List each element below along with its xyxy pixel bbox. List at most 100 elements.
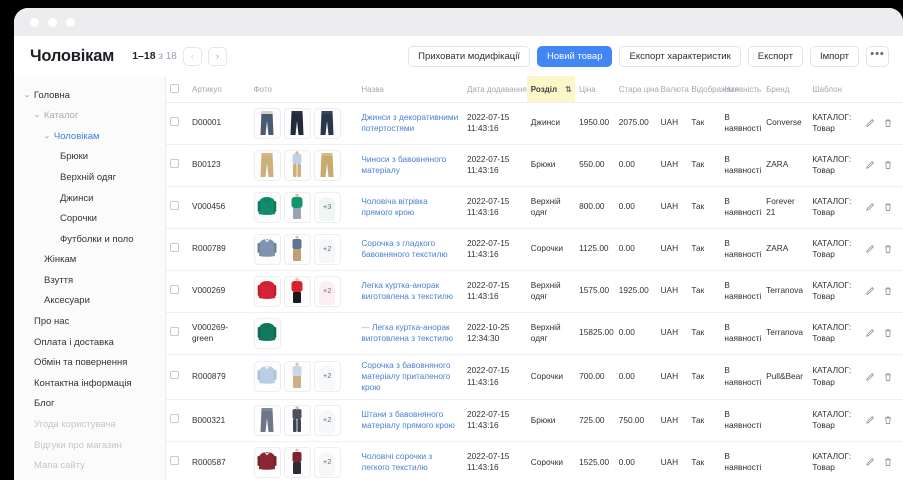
- table-row[interactable]: V000269-green — Легка куртка-анорак вигот…: [166, 312, 903, 355]
- sort-icon[interactable]: ⇅: [565, 84, 572, 94]
- row-checkbox[interactable]: [170, 243, 179, 252]
- delete-trash-icon[interactable]: [883, 160, 893, 170]
- delete-trash-icon[interactable]: [883, 457, 893, 467]
- cell-name[interactable]: Легка куртка-анорак виготовлена з тексти…: [357, 270, 463, 313]
- delete-trash-icon[interactable]: [883, 415, 893, 425]
- product-thumbnail[interactable]: [283, 191, 311, 223]
- cell-photo[interactable]: [249, 102, 358, 145]
- cell-name[interactable]: Чоловіча вітрівка прямого крою: [357, 186, 463, 229]
- column-header-currency[interactable]: Валюта: [656, 76, 689, 103]
- new-product-button[interactable]: Новий товар: [537, 45, 613, 67]
- edit-pencil-icon[interactable]: [865, 118, 875, 128]
- sidebar-item[interactable]: Блог: [14, 394, 165, 415]
- row-checkbox[interactable]: [170, 414, 179, 423]
- product-name-link[interactable]: Сорочка з бавовняного матеріалу притален…: [361, 360, 450, 393]
- more-photos-badge[interactable]: +3: [313, 191, 341, 223]
- sidebar-item[interactable]: Аксесуари: [14, 291, 165, 312]
- product-thumbnail[interactable]: [253, 317, 281, 349]
- cell-photo[interactable]: +2: [249, 441, 358, 480]
- table-row[interactable]: R000789 +2 Сорочка з гладкого бавовняного …: [166, 228, 903, 271]
- row-select-cell[interactable]: [166, 228, 188, 271]
- sidebar-item[interactable]: Контактна інформація: [14, 373, 165, 394]
- delete-trash-icon[interactable]: [883, 328, 893, 338]
- column-header-actions[interactable]: [856, 76, 903, 103]
- product-thumbnail[interactable]: [283, 107, 311, 139]
- more-photos-badge[interactable]: +2: [313, 275, 341, 307]
- product-thumbnail[interactable]: [253, 107, 281, 139]
- column-header-chk[interactable]: [166, 76, 188, 103]
- product-name-link[interactable]: Джинси з декоративними потертостями: [361, 112, 458, 133]
- product-thumbnail[interactable]: [283, 446, 311, 478]
- sidebar-item[interactable]: Обмін та повернення: [14, 353, 165, 374]
- export-button[interactable]: Експорт: [747, 45, 803, 67]
- edit-pencil-icon[interactable]: [865, 160, 875, 170]
- delete-trash-icon[interactable]: [883, 118, 893, 128]
- cell-name[interactable]: Сорочка з гладкого бавовняного текстилю: [357, 228, 463, 271]
- row-select-cell[interactable]: [166, 441, 188, 480]
- delete-trash-icon[interactable]: [883, 372, 893, 382]
- export-attributes-button[interactable]: Експорт характеристик: [619, 45, 741, 67]
- more-photos-badge[interactable]: +2: [313, 233, 341, 265]
- select-all-checkbox[interactable]: [170, 84, 179, 93]
- column-header-price[interactable]: Ціна: [575, 76, 615, 103]
- row-checkbox[interactable]: [170, 201, 179, 210]
- sidebar-item[interactable]: Оплата і доставка: [14, 332, 165, 353]
- product-thumbnail[interactable]: [253, 275, 281, 307]
- product-thumbnail[interactable]: [283, 233, 311, 265]
- column-header-display[interactable]: Відображати: [687, 76, 739, 103]
- edit-pencil-icon[interactable]: [865, 372, 875, 382]
- window-minimize-dot[interactable]: [48, 17, 57, 27]
- product-name-link[interactable]: Чоловічі сорочки з легкого текстилю: [361, 451, 432, 472]
- product-thumbnail[interactable]: [253, 361, 281, 393]
- row-select-cell[interactable]: [166, 312, 188, 355]
- row-checkbox[interactable]: [170, 159, 179, 168]
- product-name-link[interactable]: Чиноси з бавовняного матеріалу: [361, 154, 446, 175]
- table-row[interactable]: B00123 Чиноси з бавовняного матеріалу 2022…: [166, 144, 903, 187]
- pagination-next-button[interactable]: ›: [207, 46, 227, 66]
- sidebar-item[interactable]: Взуття: [14, 270, 165, 291]
- cell-name[interactable]: Чоловічі сорочки з легкого текстилю: [357, 441, 463, 480]
- window-close-dot[interactable]: [30, 17, 39, 27]
- more-photos-badge[interactable]: +2: [313, 361, 341, 393]
- product-name-link[interactable]: — Легка куртка-анорак виготовлена з текс…: [361, 322, 453, 343]
- sidebar-item[interactable]: Сорочки: [14, 209, 165, 230]
- product-thumbnail[interactable]: [283, 404, 311, 436]
- edit-pencil-icon[interactable]: [865, 202, 875, 212]
- sidebar-item[interactable]: Верхній одяг: [14, 167, 165, 188]
- sidebar-item[interactable]: Мапа сайту: [14, 456, 165, 477]
- hide-modifications-button[interactable]: Приховати модифікації: [408, 45, 530, 67]
- product-name-link[interactable]: Чоловіча вітрівка прямого крою: [361, 196, 427, 217]
- product-name-link[interactable]: Легка куртка-анорак виготовлена з тексти…: [361, 280, 453, 301]
- row-select-cell[interactable]: [166, 102, 188, 145]
- row-select-cell[interactable]: [166, 186, 188, 229]
- row-select-cell[interactable]: [166, 270, 188, 313]
- row-checkbox[interactable]: [170, 456, 179, 465]
- column-header-date[interactable]: Дата додавання: [462, 76, 527, 103]
- cell-photo[interactable]: +2: [249, 399, 358, 442]
- row-checkbox[interactable]: [170, 370, 179, 380]
- sidebar-item[interactable]: ⌄ Головна: [14, 85, 165, 106]
- product-thumbnail[interactable]: [253, 149, 281, 181]
- sidebar-item[interactable]: Жінкам: [14, 250, 165, 271]
- product-thumbnail[interactable]: [313, 107, 341, 139]
- product-thumbnail[interactable]: [283, 361, 311, 393]
- sidebar-item[interactable]: ⌄ Чоловікам: [14, 126, 165, 147]
- product-name-link[interactable]: Сорочка з гладкого бавовняного текстилю: [361, 238, 447, 259]
- product-thumbnail[interactable]: [283, 149, 311, 181]
- cell-photo[interactable]: +3: [249, 186, 358, 229]
- delete-trash-icon[interactable]: [883, 202, 893, 212]
- cell-name[interactable]: Сорочка з бавовняного матеріалу притален…: [357, 354, 463, 400]
- product-thumbnail[interactable]: [283, 275, 311, 307]
- table-row[interactable]: R000587 +2 Чоловічі сорочки з легкого текс…: [166, 441, 903, 480]
- column-header-availability[interactable]: Наявність: [720, 76, 763, 103]
- column-header-old_price[interactable]: Стара ціна: [614, 76, 659, 103]
- table-row[interactable]: R000879 +2 Сорочка з бавовняного матеріалу…: [166, 354, 903, 400]
- edit-pencil-icon[interactable]: [865, 415, 875, 425]
- column-header-sku[interactable]: Артикул: [188, 76, 250, 103]
- column-header-section[interactable]: Розділ ⇅: [526, 76, 576, 103]
- edit-pencil-icon[interactable]: [865, 457, 875, 467]
- import-button[interactable]: Імпорт: [809, 45, 859, 67]
- sidebar-item[interactable]: Угода користувача: [14, 415, 165, 436]
- table-row[interactable]: B000321 +2 Штани з бавовняного матеріалу п…: [166, 399, 903, 442]
- edit-pencil-icon[interactable]: [865, 244, 875, 254]
